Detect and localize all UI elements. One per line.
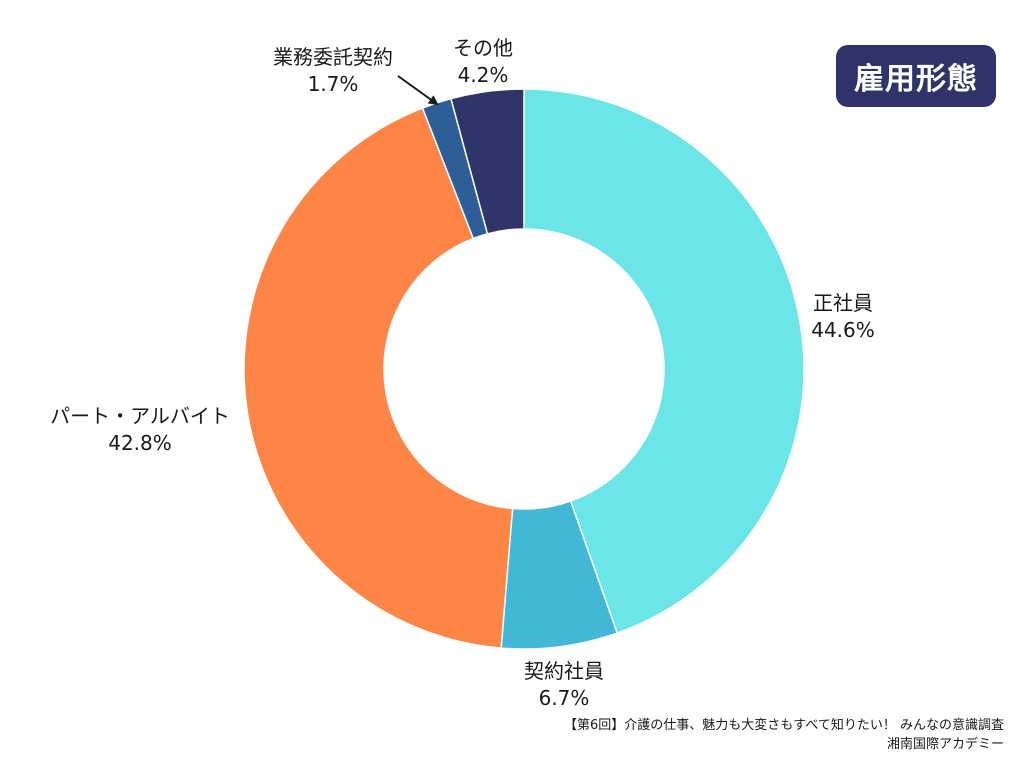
slice-label-seishain: 正社員 44.6%: [803, 290, 883, 344]
donut-slice-0: [523, 88, 805, 634]
leader-arrow-gyomu-itaku: [397, 75, 439, 106]
slice-percent: 4.2%: [457, 63, 509, 87]
source-survey-title: 【第6回】介護の仕事、魅力も大変さもすべて知りたい！ みんなの意識調査: [564, 718, 1004, 733]
slice-percent: 44.6%: [811, 318, 875, 342]
donut-slices: [243, 88, 805, 650]
slice-label-sonota: その他 4.2%: [438, 35, 528, 89]
slice-percent: 1.7%: [307, 72, 359, 96]
slice-name: その他: [453, 36, 513, 60]
slice-percent: 6.7%: [538, 686, 590, 710]
slice-name: パート・アルバイト: [50, 404, 230, 428]
slice-percent: 42.8%: [108, 431, 172, 455]
slice-name: 業務委託契約: [273, 45, 393, 69]
donut-slice-2: [243, 107, 514, 649]
source-caption: 【第6回】介護の仕事、魅力も大変さもすべて知りたい！ みんなの意識調査 湘南国際…: [564, 716, 1004, 754]
donut-slice-4: [450, 88, 525, 235]
slice-name: 正社員: [813, 291, 873, 315]
slice-label-gyomu-itaku: 業務委託契約 1.7%: [258, 44, 408, 98]
source-organization: 湘南国際アカデミー: [886, 737, 1004, 752]
slice-name: 契約社員: [524, 659, 604, 683]
slice-label-part-arbeit: パート・アルバイト 42.8%: [30, 403, 250, 457]
chart-title-badge: 雇用形態: [836, 45, 996, 107]
slice-label-keiyaku-shain: 契約社員 6.7%: [509, 658, 619, 712]
